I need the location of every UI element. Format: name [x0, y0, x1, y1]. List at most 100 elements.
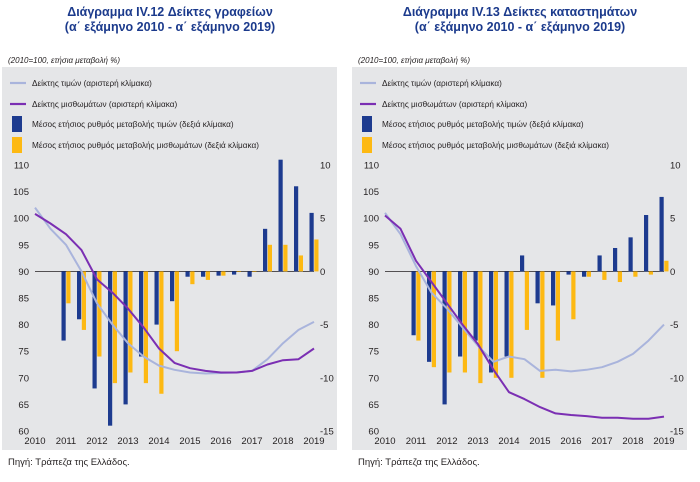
x-tick-label: 2018 [272, 436, 293, 447]
y-left-tick-label: 85 [18, 294, 29, 305]
y-right-tick-label: -5 [320, 320, 328, 331]
y-left-tick-label: 100 [13, 214, 29, 225]
y-left-tick-label: 65 [18, 400, 29, 411]
chart-panel-shops: Διάγραμμα IV.13 Δείκτες καταστημάτων (α΄… [350, 0, 700, 482]
bar-price-change [77, 271, 82, 320]
y-left-tick-label: 70 [18, 373, 29, 384]
bar-price-change [309, 212, 314, 272]
unit-note: (2010=100, ετήσια μεταβολή %) [358, 56, 470, 65]
bar-price-change [139, 271, 144, 357]
bar-wage-change [159, 271, 164, 394]
bar-wage-change [66, 271, 71, 304]
bar-price-change [644, 215, 649, 272]
bar-wage-change [571, 271, 576, 320]
x-tick-label: 2012 [436, 436, 457, 447]
legend-label-price_line: Δείκτης τιμών (αριστερή κλίμακα) [32, 79, 152, 88]
bar-price-change [201, 271, 206, 277]
y-left-tick-label: 95 [368, 240, 379, 251]
bar-wage-change [633, 271, 638, 277]
x-tick-label: 2018 [622, 436, 643, 447]
bar-price-change [278, 159, 283, 272]
bar-wage-change [602, 271, 607, 280]
y-left-tick-label: 105 [13, 187, 29, 198]
bar-wage-change [524, 271, 529, 330]
x-tick-label: 2019 [303, 436, 324, 447]
y-left-tick-label: 70 [368, 373, 379, 384]
legend-label-price_line: Δείκτης τιμών (αριστερή κλίμακα) [382, 79, 502, 88]
bar-price-change [108, 271, 113, 426]
x-tick-label: 2013 [117, 436, 138, 447]
bar-price-change [61, 271, 66, 341]
chart-title: Διάγραμμα IV.12 Δείκτες γραφείων (α΄ εξά… [64, 5, 276, 34]
bar-price-change [247, 271, 252, 277]
y-left-tick-label: 100 [363, 214, 379, 225]
y-right-tick-label: 5 [320, 214, 325, 225]
x-tick-label: 2016 [210, 436, 231, 447]
legend-swatch-price_bar [362, 116, 372, 132]
line-wage-index [34, 213, 315, 374]
bar-wage-change [586, 271, 591, 277]
bar-price-change [520, 255, 525, 272]
bar-wage-change [555, 271, 560, 341]
bar-price-change [185, 271, 190, 277]
bar-price-change [294, 186, 299, 272]
x-tick-label: 2015 [179, 436, 200, 447]
bar-wage-change [431, 271, 436, 368]
bar-price-change [628, 237, 633, 272]
x-tick-label: 2011 [56, 436, 76, 447]
bar-wage-change [81, 271, 86, 330]
line-wage-index [384, 214, 665, 420]
y-left-tick-label: 75 [18, 347, 29, 358]
y-left-tick-label: 80 [368, 320, 379, 331]
source-note: Πηγή: Τράπεζα της Ελλάδος. [358, 457, 480, 468]
y-left-tick-label: 80 [18, 320, 29, 331]
y-right-tick-label: 0 [320, 267, 325, 278]
bar-price-change [263, 228, 268, 272]
bar-price-change [473, 271, 478, 341]
y-right-tick-label: 10 [670, 161, 681, 172]
x-tick-label: 2014 [148, 436, 169, 447]
bar-price-change [232, 271, 237, 275]
y-left-tick-label: 75 [368, 347, 379, 358]
bar-price-change [535, 271, 540, 304]
bar-price-change [551, 271, 556, 306]
bar-price-change [597, 255, 602, 272]
x-tick-label: 2017 [241, 436, 262, 447]
x-tick-label: 2017 [591, 436, 612, 447]
bar-wage-change [478, 271, 483, 384]
bar-wage-change [143, 271, 148, 384]
y-right-tick-label: -15 [320, 427, 334, 438]
bar-wage-change [128, 271, 133, 373]
x-tick-label: 2016 [560, 436, 581, 447]
legend-label-wage_bar: Μέσος ετήσιος ρυθμός μεταβολής μισθωμάτω… [382, 141, 609, 150]
chart-title: Διάγραμμα IV.13 Δείκτες καταστημάτων (α΄… [402, 5, 638, 34]
bar-wage-change [236, 271, 241, 272]
y-right-tick-label: -10 [670, 373, 684, 384]
bar-wage-change [493, 271, 498, 378]
bar-wage-change [314, 239, 319, 272]
bar-wage-change [267, 244, 272, 272]
bar-wage-change [509, 271, 514, 378]
y-right-tick-label: 0 [670, 267, 675, 278]
unit-note: (2010=100, ετήσια μεταβολή %) [8, 56, 120, 65]
line-price-index [384, 212, 665, 373]
bar-wage-change [252, 271, 257, 272]
legend-label-wage_line: Δείκτης μισθωμάτων (αριστερή κλίμακα) [32, 100, 177, 109]
chart-offices: Δείκτης τιμών (αριστερή κλίμακα) Δείκτης … [10, 79, 334, 447]
bar-wage-change [283, 244, 288, 272]
bar-price-change [216, 271, 221, 276]
y-right-tick-label: -10 [320, 373, 334, 384]
y-left-tick-label: 105 [363, 187, 379, 198]
legend-label-price_bar: Μέσος ετήσιος ρυθμός μεταβολής τιμών (δε… [382, 120, 584, 129]
chart-panel-offices: Διάγραμμα IV.12 Δείκτες γραφείων (α΄ εξά… [2, 5, 337, 468]
source-note: Πηγή: Τράπεζα της Ελλάδος. [8, 457, 130, 468]
bar-wage-change [447, 271, 452, 373]
bar-price-change [489, 271, 494, 373]
x-tick-label: 2013 [467, 436, 488, 447]
bar-price-change [411, 271, 416, 336]
bar-wage-change [416, 271, 421, 341]
bar-wage-change [97, 271, 102, 357]
bar-price-change [154, 271, 159, 325]
y-right-tick-label: 5 [670, 214, 675, 225]
bar-price-change [566, 271, 571, 275]
